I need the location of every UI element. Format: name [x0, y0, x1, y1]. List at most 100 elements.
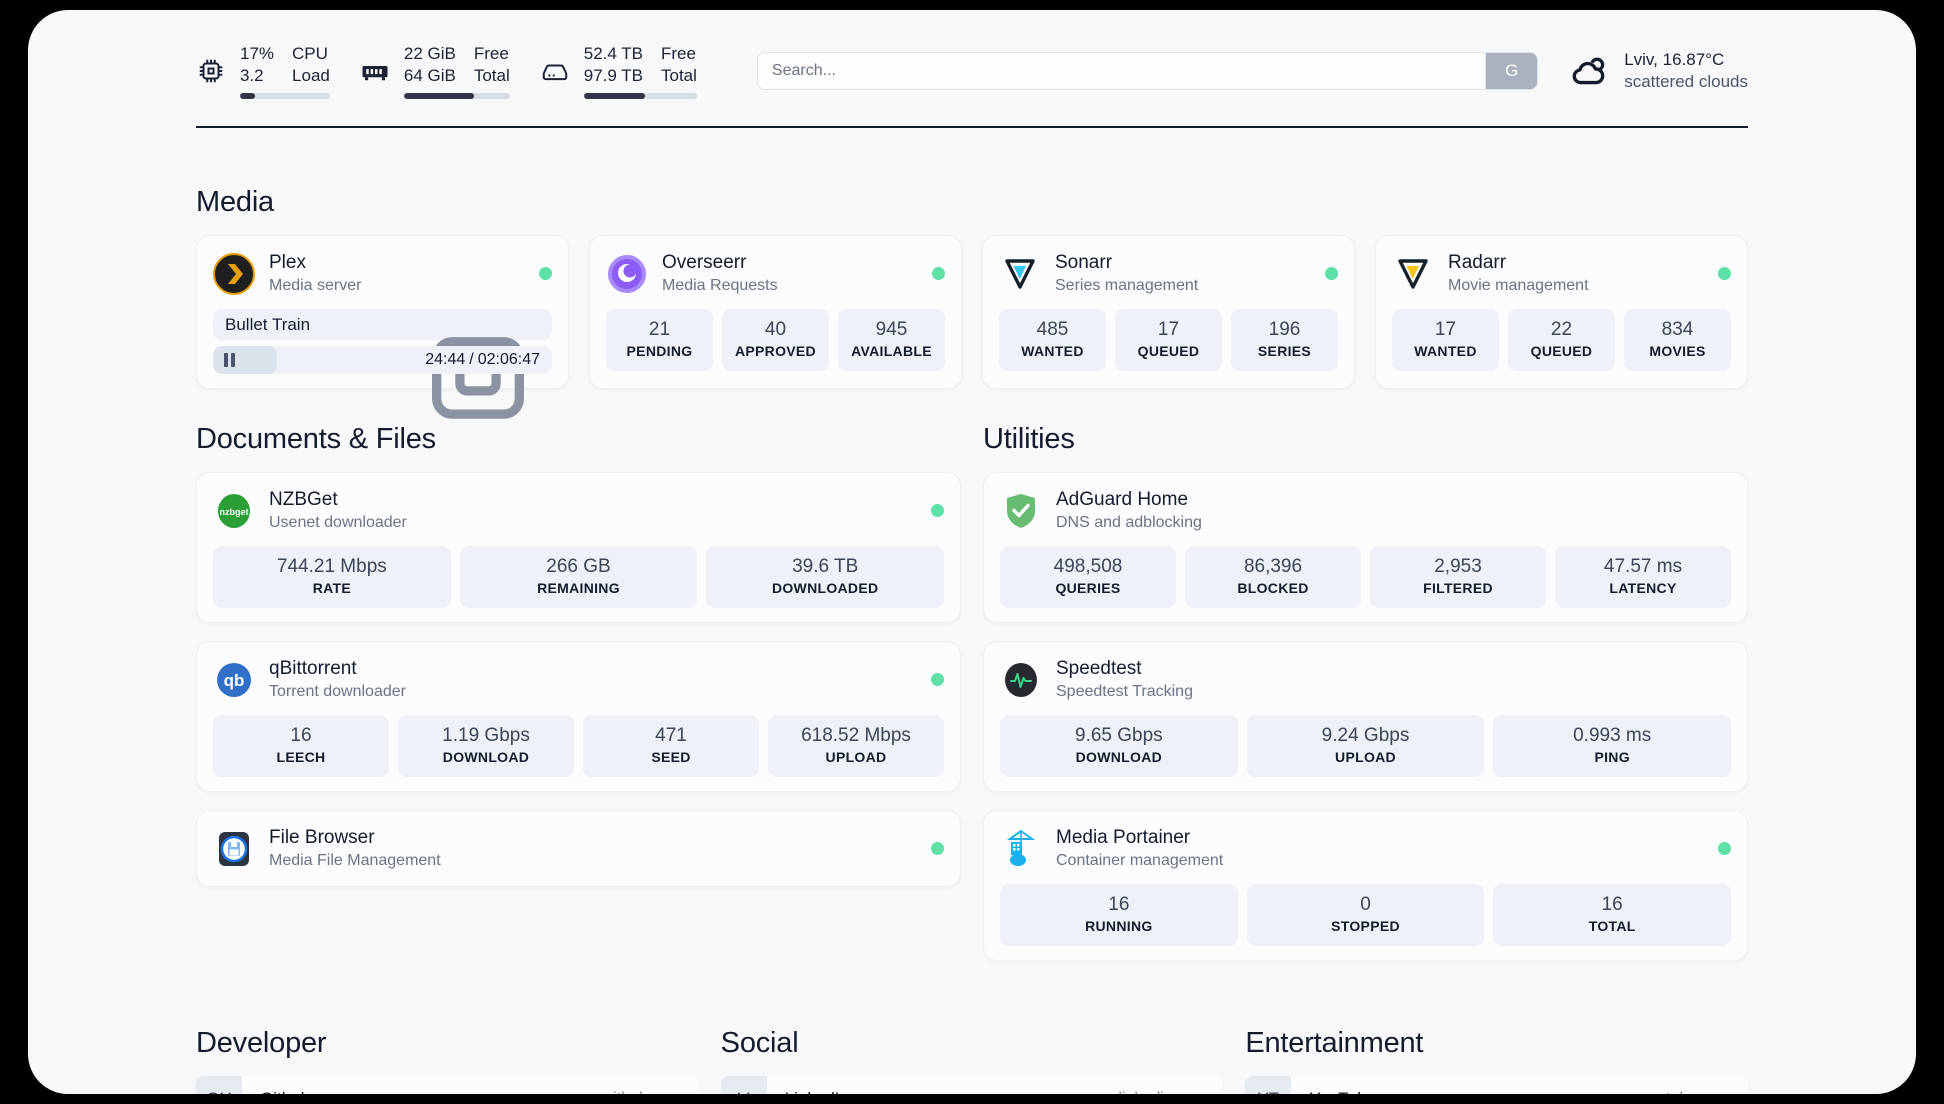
search-engine-button[interactable]: G	[1485, 53, 1538, 89]
mid-region: Documents & Files nzbget NZBGet Usenet d…	[28, 423, 1916, 979]
stat-value: 86,396	[1243, 556, 1303, 577]
search-input[interactable]	[757, 53, 1486, 89]
service-card-file-browser[interactable]: File Browser Media File Management	[196, 810, 961, 887]
stat-label: WANTED	[1021, 343, 1084, 359]
stat-label: APPROVED	[735, 343, 816, 359]
status-badge	[932, 267, 945, 280]
stat-tile[interactable]: 17 QUEUED	[1115, 309, 1222, 371]
svg-text:nzbget: nzbget	[220, 507, 249, 517]
service-card-media-portainer[interactable]: Media Portainer Container management 16 …	[983, 810, 1748, 961]
now-playing-title: Bullet Train	[225, 314, 311, 334]
stat-label: REMAINING	[537, 580, 620, 596]
stat-tile[interactable]: 2,953 FILTERED	[1370, 546, 1546, 608]
stat-value: 17	[1434, 319, 1457, 340]
stat-value: 498,508	[1053, 556, 1123, 577]
stat-tile[interactable]: 9.65 Gbps DOWNLOAD	[1000, 715, 1238, 777]
stat-tile[interactable]: 834 MOVIES	[1624, 309, 1731, 371]
stat-tile[interactable]: 39.6 TB DOWNLOADED	[706, 546, 945, 608]
cpu-value2: 3.2	[240, 66, 264, 85]
service-card-adguard-home[interactable]: AdGuard Home DNS and adblocking 498,508 …	[983, 472, 1748, 623]
bookmark-name: Github	[242, 1076, 604, 1094]
stat-tile[interactable]: 618.52 Mbps UPLOAD	[768, 715, 944, 777]
cast-icon[interactable]	[416, 316, 540, 419]
stat-tiles: 16 LEECH 1.19 Gbps DOWNLOAD 471 SEED 618…	[213, 715, 944, 777]
bookmark-item[interactable]: LI LinkedIn linkedin.com	[720, 1076, 1224, 1094]
memory-usage-fill	[403, 93, 474, 99]
stat-tile[interactable]: 9.24 Gbps UPLOAD	[1246, 715, 1485, 777]
service-card-speedtest[interactable]: Speedtest Speedtest Tracking 9.65 Gbps D…	[983, 641, 1748, 792]
stat-tile[interactable]: 196 SERIES	[1231, 309, 1338, 371]
stat-tile[interactable]: 16 RUNNING	[1000, 884, 1238, 946]
service-subtitle: Container management	[1056, 852, 1224, 869]
bookmark-item[interactable]: YT YouTube youtube.com	[1245, 1076, 1749, 1094]
bookmarks-region: Developer GH Github github.com SO StackO…	[28, 1027, 1916, 1094]
service-subtitle: Media server	[269, 277, 362, 294]
status-badge	[1325, 267, 1338, 280]
weather-location-temp: Lviv, 16.87°C	[1624, 50, 1725, 69]
service-card-radarr[interactable]: Radarr Movie management 17 WANTED 22 QUE…	[1375, 235, 1748, 389]
time-separator: /	[469, 351, 474, 368]
stat-tile[interactable]: 16 LEECH	[213, 715, 389, 777]
weather-widget: Lviv, 16.87°C scattered clouds	[1568, 49, 1748, 93]
now-playing-progress[interactable]: 24:44/02:06:47	[213, 346, 552, 374]
stat-value: 471	[655, 725, 687, 746]
elapsed-time: 24:44	[425, 351, 466, 368]
bookmark-group-developer: Developer GH Github github.com SO StackO…	[196, 1027, 699, 1094]
stat-tile[interactable]: 0 STOPPED	[1246, 884, 1485, 946]
service-name: Speedtest	[1056, 658, 1142, 679]
service-card-plex[interactable]: Plex Media server Bullet Train	[196, 235, 569, 419]
stat-tile[interactable]: 485 WANTED	[999, 309, 1106, 371]
bookmark-group-title: Developer	[196, 1027, 327, 1059]
stat-value: 1.19 Gbps	[442, 725, 530, 746]
stat-tile[interactable]: 945 AVAILABLE	[838, 309, 945, 371]
plex-icon	[213, 252, 255, 295]
progress-fill	[213, 346, 278, 374]
documents-column: Documents & Files nzbget NZBGet Usenet d…	[196, 423, 961, 979]
stat-tile[interactable]: 266 GB REMAINING	[459, 546, 698, 608]
stat-tile[interactable]: 498,508 QUERIES	[1000, 546, 1176, 608]
bookmark-group-entertainment: Entertainment YT YouTube youtube.com NF …	[1245, 1027, 1749, 1094]
stat-tile[interactable]: 744.21 Mbps RATE	[213, 546, 451, 608]
stat-label: BLOCKED	[1237, 580, 1309, 596]
stat-value: 47.57 ms	[1603, 556, 1683, 577]
stat-value: 266 GB	[546, 556, 611, 577]
section-title-utilities: Utilities	[983, 423, 1075, 455]
stat-label: DOWNLOADED	[771, 580, 879, 596]
stat-value: 618.52 Mbps	[801, 725, 911, 746]
stat-tile[interactable]: 40 APPROVED	[722, 309, 829, 371]
stat-value: 17	[1157, 319, 1180, 340]
media-cards: Plex Media server Bullet Train	[196, 235, 1748, 419]
pause-icon[interactable]	[224, 353, 235, 367]
radarr-icon	[1392, 253, 1434, 295]
service-card-overseerr[interactable]: Overseerr Media Requests 21 PENDING 40 A…	[589, 235, 962, 389]
memory-label2: Total	[473, 66, 510, 85]
disk-usage-fill	[583, 93, 645, 99]
disk-total: 97.9 TB	[583, 66, 643, 85]
stat-tiles: 744.21 Mbps RATE 266 GB REMAINING 39.6 T…	[213, 546, 945, 608]
stat-value: 22	[1550, 319, 1573, 340]
file-browser-icon	[213, 828, 255, 870]
stat-tile[interactable]: 21 PENDING	[606, 309, 713, 371]
memory-usage-bar	[403, 93, 510, 99]
memory-widget: 22 GiB 64 GiB Free Total	[360, 43, 510, 99]
service-card-qbittorrent[interactable]: qb qBittorrent Torrent downloader 16 LEE…	[196, 641, 961, 792]
now-playing-title-row: Bullet Train	[213, 309, 552, 419]
stat-label: QUEUED	[1137, 343, 1200, 359]
stat-tile[interactable]: 16 TOTAL	[1493, 884, 1732, 946]
stat-label: QUERIES	[1055, 580, 1121, 596]
bookmark-item[interactable]: GH Github github.com	[196, 1076, 699, 1094]
stat-tile[interactable]: 1.19 Gbps DOWNLOAD	[398, 715, 574, 777]
stat-tile[interactable]: 86,396 BLOCKED	[1185, 546, 1361, 608]
cloud-icon	[1568, 50, 1610, 92]
service-name: NZBGet	[269, 489, 338, 510]
stat-tile[interactable]: 47.57 ms LATENCY	[1555, 546, 1731, 608]
stat-tile[interactable]: 0.993 ms PING	[1493, 715, 1732, 777]
stat-tile[interactable]: 17 WANTED	[1392, 309, 1499, 371]
stat-tile[interactable]: 22 QUEUED	[1508, 309, 1615, 371]
memory-label1: Free	[473, 44, 509, 63]
stat-label: STOPPED	[1331, 918, 1400, 934]
search-box[interactable]: G	[756, 52, 1539, 90]
service-card-sonarr[interactable]: Sonarr Series management 485 WANTED 17 Q…	[982, 235, 1355, 389]
service-card-nzbget[interactable]: nzbget NZBGet Usenet downloader 744.21 M…	[196, 472, 961, 623]
stat-tile[interactable]: 471 SEED	[583, 715, 759, 777]
